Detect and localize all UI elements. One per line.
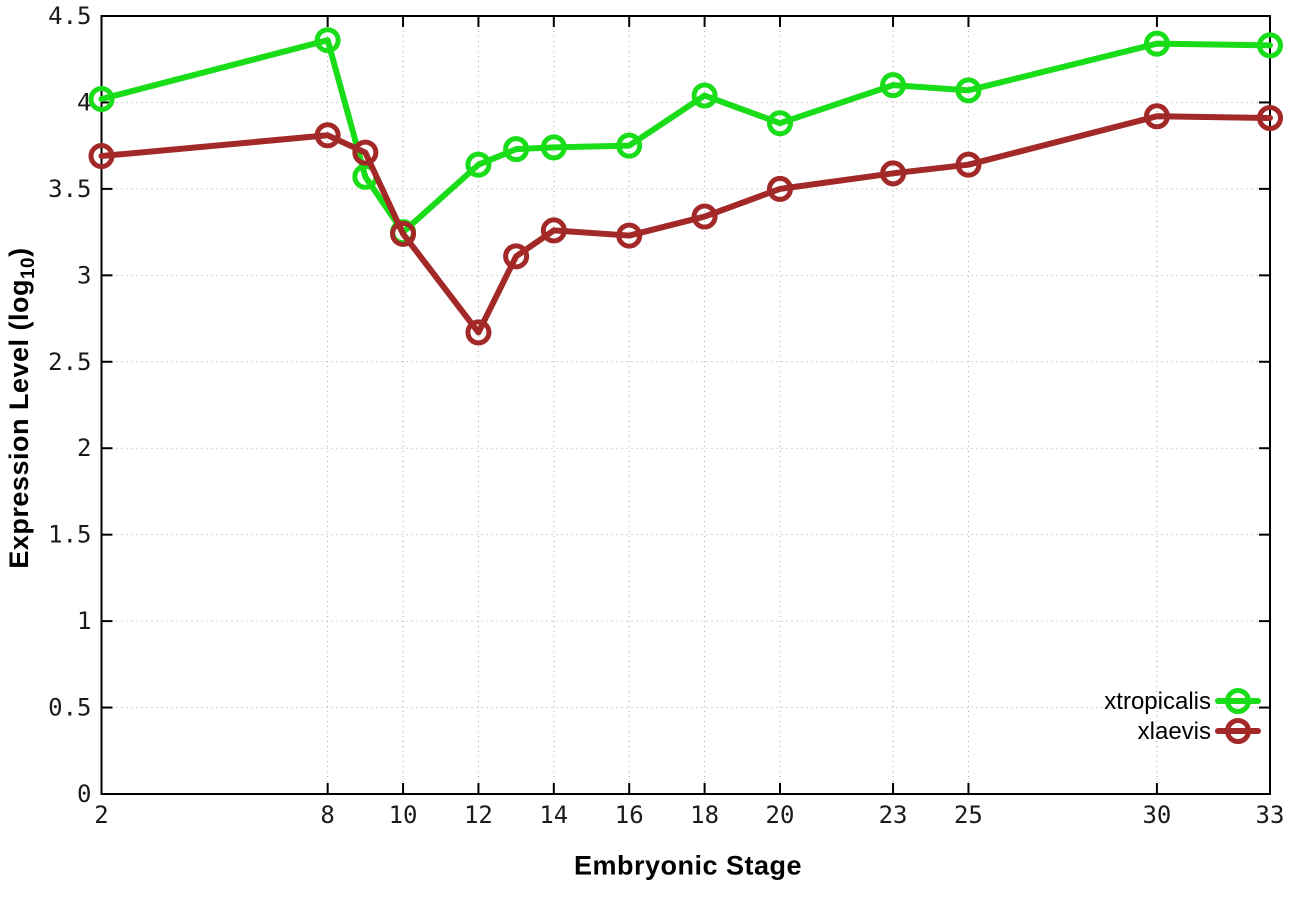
y-axis-title-close: )	[3, 247, 34, 257]
legend: xtropicalis xlaevis	[1104, 688, 1261, 745]
data-point-xlaevis-stage-13	[503, 243, 530, 270]
y-axis-title-subscript: 10	[18, 256, 40, 280]
y-tick-label-2.5: 2.5	[48, 348, 91, 376]
data-point-xlaevis-stage-18	[691, 203, 718, 230]
data-point-xtropicalis-stage-25	[955, 77, 982, 104]
x-tick-label-14: 14	[539, 801, 568, 829]
data-point-xlaevis-stage-25	[955, 151, 982, 178]
legend-row-xtropicalis: xtropicalis	[1104, 688, 1261, 715]
data-point-xtropicalis-stage-16	[616, 132, 643, 159]
legend-row-xlaevis: xlaevis	[1138, 718, 1261, 745]
x-tick-label-33: 33	[1256, 801, 1285, 829]
data-point-xtropicalis-stage-14	[540, 134, 567, 161]
y-tick-label-4: 4	[77, 88, 91, 116]
data-point-xlaevis-stage-9	[352, 139, 379, 166]
x-tick-label-23: 23	[879, 801, 908, 829]
data-point-xlaevis-stage-2	[88, 143, 115, 170]
x-tick-label-16: 16	[615, 801, 644, 829]
data-point-xlaevis-stage-14	[540, 217, 567, 244]
tick-labels: 0 0.5 1 1.5 2 2.5 3 3.5 4 4.5 2 8 10 12 14 16 18 20 23 25 30…	[48, 2, 1284, 829]
data-point-xtropicalis-stage-33	[1257, 32, 1283, 59]
y-axis-title: Expression Level (log10)	[4, 247, 40, 568]
data-point-xtropicalis-stage-30	[1143, 30, 1170, 57]
x-tick-label-12: 12	[464, 801, 493, 829]
y-tick-label-0: 0	[77, 780, 91, 808]
data-point-xtropicalis-stage-12	[465, 151, 492, 178]
data-point-xlaevis-stage-30	[1143, 103, 1170, 130]
y-tick-label-2: 2	[77, 434, 91, 462]
x-axis-title: Embryonic Stage	[573, 850, 803, 881]
series-line-xlaevis	[98, 113, 1273, 336]
legend-label-xlaevis: xlaevis	[1138, 718, 1211, 745]
data-point-xtropicalis-stage-8	[314, 27, 341, 54]
x-tick-label-18: 18	[690, 801, 719, 829]
data-point-xtropicalis-stage-2	[88, 85, 115, 112]
data-point-xtropicalis-stage-18	[691, 82, 718, 109]
data-point-xtropicalis-stage-23	[880, 72, 907, 99]
x-tick-label-30: 30	[1142, 801, 1171, 829]
x-tick-label-8: 8	[320, 801, 334, 829]
data-point-xlaevis-stage-8	[314, 122, 341, 149]
data-point-xlaevis-stage-33	[1257, 105, 1283, 132]
y-axis-title-text: Expression Level (log	[3, 279, 34, 569]
series-xlaevis	[88, 103, 1283, 346]
x-tick-label-2: 2	[94, 801, 108, 829]
plot-border	[100, 15, 1271, 795]
y-tick-label-1.5: 1.5	[48, 521, 91, 549]
y-tick-label-0.5: 0.5	[48, 694, 91, 722]
y-tick-label-4.5: 4.5	[48, 2, 91, 30]
data-point-xlaevis-stage-12	[465, 319, 492, 346]
y-tick-label-1: 1	[77, 607, 91, 635]
data-point-xlaevis-stage-10	[390, 220, 417, 247]
tick-marks	[100, 15, 1271, 795]
x-tick-label-20: 20	[766, 801, 795, 829]
legend-marker-xtropicalis	[1225, 688, 1251, 714]
legend-label-xtropicalis: xtropicalis	[1104, 688, 1211, 715]
x-tick-label-10: 10	[389, 801, 418, 829]
data-point-xlaevis-stage-20	[766, 175, 793, 202]
y-tick-label-3: 3	[77, 261, 91, 289]
legend-marker-xlaevis	[1225, 718, 1251, 744]
data-point-xlaevis-stage-16	[616, 222, 643, 249]
x-tick-label-25: 25	[954, 801, 983, 829]
y-tick-label-3.5: 3.5	[48, 175, 91, 203]
series-line-xtropicalis	[98, 37, 1273, 236]
data-point-xlaevis-stage-23	[880, 160, 907, 187]
series-xtropicalis	[88, 27, 1283, 246]
data-point-xtropicalis-stage-20	[766, 110, 793, 137]
data-point-xtropicalis-stage-13	[503, 136, 530, 163]
